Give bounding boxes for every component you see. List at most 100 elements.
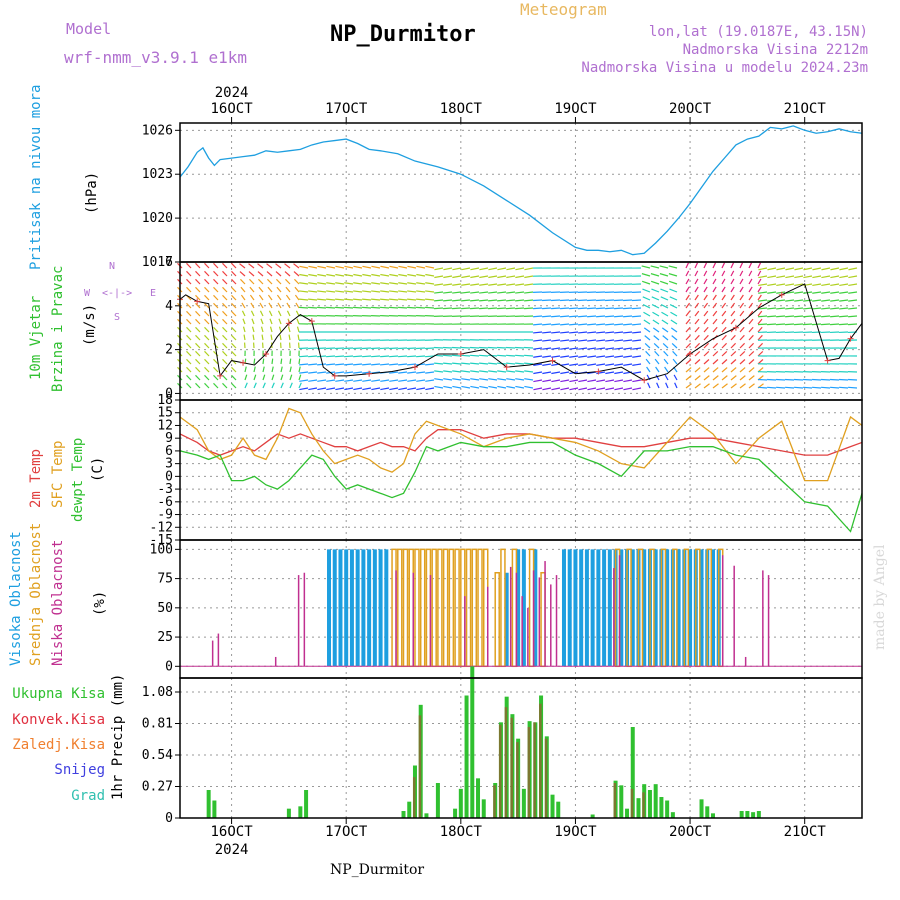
wind-arrow — [425, 387, 435, 391]
wind-arrow — [596, 323, 606, 326]
wind-arrow — [623, 331, 633, 334]
wind-arrow — [222, 286, 228, 293]
wind-arrow — [231, 262, 237, 269]
wind-arrow — [623, 339, 633, 342]
wind-arrow — [821, 299, 831, 302]
wind-arrow — [665, 382, 669, 389]
wind-arrow — [280, 374, 284, 381]
wind-arrow — [253, 358, 256, 365]
wind-rose: N — [94, 262, 130, 272]
wind-arrow — [251, 326, 255, 333]
y-tick-label: 0 — [165, 811, 173, 826]
wind-arrow — [280, 382, 284, 389]
wind-arrow — [222, 358, 228, 365]
wind-arrow — [213, 294, 219, 301]
wind-arrow — [776, 283, 786, 287]
temp-line-2 — [179, 441, 863, 533]
wind-arrow — [839, 378, 849, 381]
wind-arrow — [748, 367, 755, 373]
wind-arrow — [195, 366, 201, 373]
wind-arrow — [285, 278, 291, 285]
wind-arrow — [839, 283, 849, 287]
wind-arrow — [776, 275, 786, 279]
wind-arrow — [416, 306, 426, 309]
wind-arrow — [362, 290, 372, 293]
wind-arrow — [294, 278, 300, 285]
wind-arrow — [821, 386, 831, 389]
wind-arrow — [551, 323, 561, 326]
wind-arrow — [416, 387, 426, 391]
wind-arrow — [243, 334, 246, 341]
wind-arrow — [186, 262, 192, 269]
cloud-bar-high — [327, 549, 332, 667]
wind-arrow — [542, 299, 552, 302]
wind-arrow — [651, 296, 660, 301]
wind-arrow — [587, 315, 597, 318]
wind-arrow — [335, 290, 345, 293]
wind-arrow — [641, 273, 651, 277]
wind-gust-marker — [457, 351, 464, 357]
wind-arrow — [515, 275, 525, 279]
wind-arrow — [407, 282, 417, 285]
wind-arrow — [195, 342, 201, 349]
y-tick-label: 1023 — [142, 167, 173, 182]
wind-arrow — [596, 387, 606, 391]
wind-arrow — [335, 298, 345, 301]
wind-gust-marker — [847, 335, 854, 342]
wind-arrow — [632, 363, 642, 366]
cloud-bar-high — [361, 549, 366, 667]
wind-arrow — [326, 273, 336, 277]
wind-arrow — [452, 299, 462, 302]
wind-arrow — [641, 265, 651, 269]
wind-arrow — [497, 275, 507, 279]
wind-arrow — [785, 275, 795, 279]
wind-arrow — [258, 294, 264, 301]
wind-arrow — [299, 371, 309, 374]
wind-arrow — [694, 326, 700, 333]
model-name: wrf-nmm_v3.9.1 e1km — [64, 48, 248, 67]
wind-arrow — [213, 374, 219, 381]
cloud-bar-low — [515, 572, 518, 667]
wind-arrow — [389, 265, 399, 269]
wind-arrow — [721, 383, 728, 389]
wind-arrow — [380, 265, 390, 269]
wind-arrow — [515, 362, 525, 365]
wind-arrow — [757, 350, 764, 357]
wind-arrow — [730, 262, 735, 269]
wind-arrow — [848, 378, 858, 381]
wind-arrow — [231, 382, 237, 389]
wind-arrow — [560, 323, 570, 326]
wind-arrow — [231, 302, 237, 309]
wind-arrow — [284, 263, 291, 269]
wind-arrow — [398, 379, 408, 382]
wind-arrow — [776, 315, 786, 318]
wind-arrow — [533, 371, 543, 375]
wind-arrow — [479, 385, 489, 389]
wind-arrow — [739, 350, 746, 357]
wind-arrow — [416, 273, 426, 277]
wind-arrow — [812, 283, 822, 287]
wind-arrow — [712, 294, 717, 301]
wind-arrow — [371, 379, 381, 382]
wind-arrow — [673, 374, 678, 381]
wind-arrow — [262, 366, 265, 373]
wind-arrow — [260, 326, 264, 333]
wind-arrow — [560, 315, 570, 318]
precip-bar-conv — [539, 703, 542, 818]
wind-arrow — [461, 291, 471, 294]
wind-arrow — [569, 331, 579, 334]
wind-arrow — [785, 323, 795, 326]
wind-arrow — [515, 307, 525, 310]
wind-arrow — [248, 263, 255, 269]
wind-arrow — [632, 299, 642, 302]
wind-arrow — [730, 342, 737, 349]
wind-arrow — [533, 315, 543, 318]
wind-arrow — [748, 342, 755, 349]
wind-arrow — [299, 363, 309, 366]
wind-arrow — [515, 291, 525, 294]
wind-arrow — [578, 323, 588, 326]
y-tick-label: 1026 — [142, 123, 173, 138]
wind-arrow — [730, 310, 736, 317]
wind-arrow — [839, 323, 849, 326]
wind-arrow — [344, 265, 354, 269]
